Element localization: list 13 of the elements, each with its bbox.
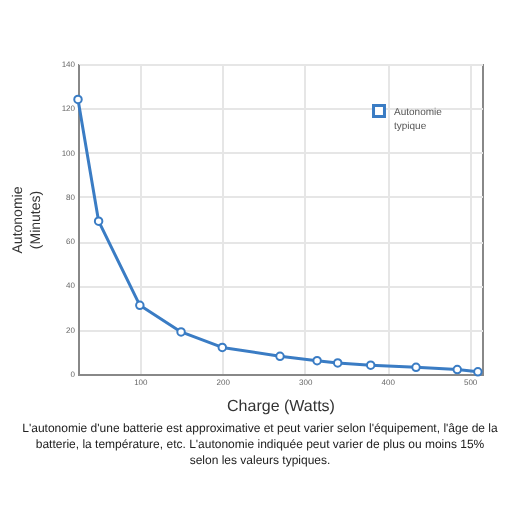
point <box>217 342 228 353</box>
point <box>73 94 83 105</box>
point <box>452 364 463 375</box>
point <box>135 300 145 311</box>
point <box>176 327 186 337</box>
point <box>332 358 343 368</box>
x-axis-title: Charge (Watts) <box>227 397 336 415</box>
point <box>312 355 322 366</box>
point <box>93 216 104 226</box>
point <box>365 360 376 370</box>
point <box>473 367 483 377</box>
point <box>411 362 421 373</box>
point <box>275 351 285 362</box>
